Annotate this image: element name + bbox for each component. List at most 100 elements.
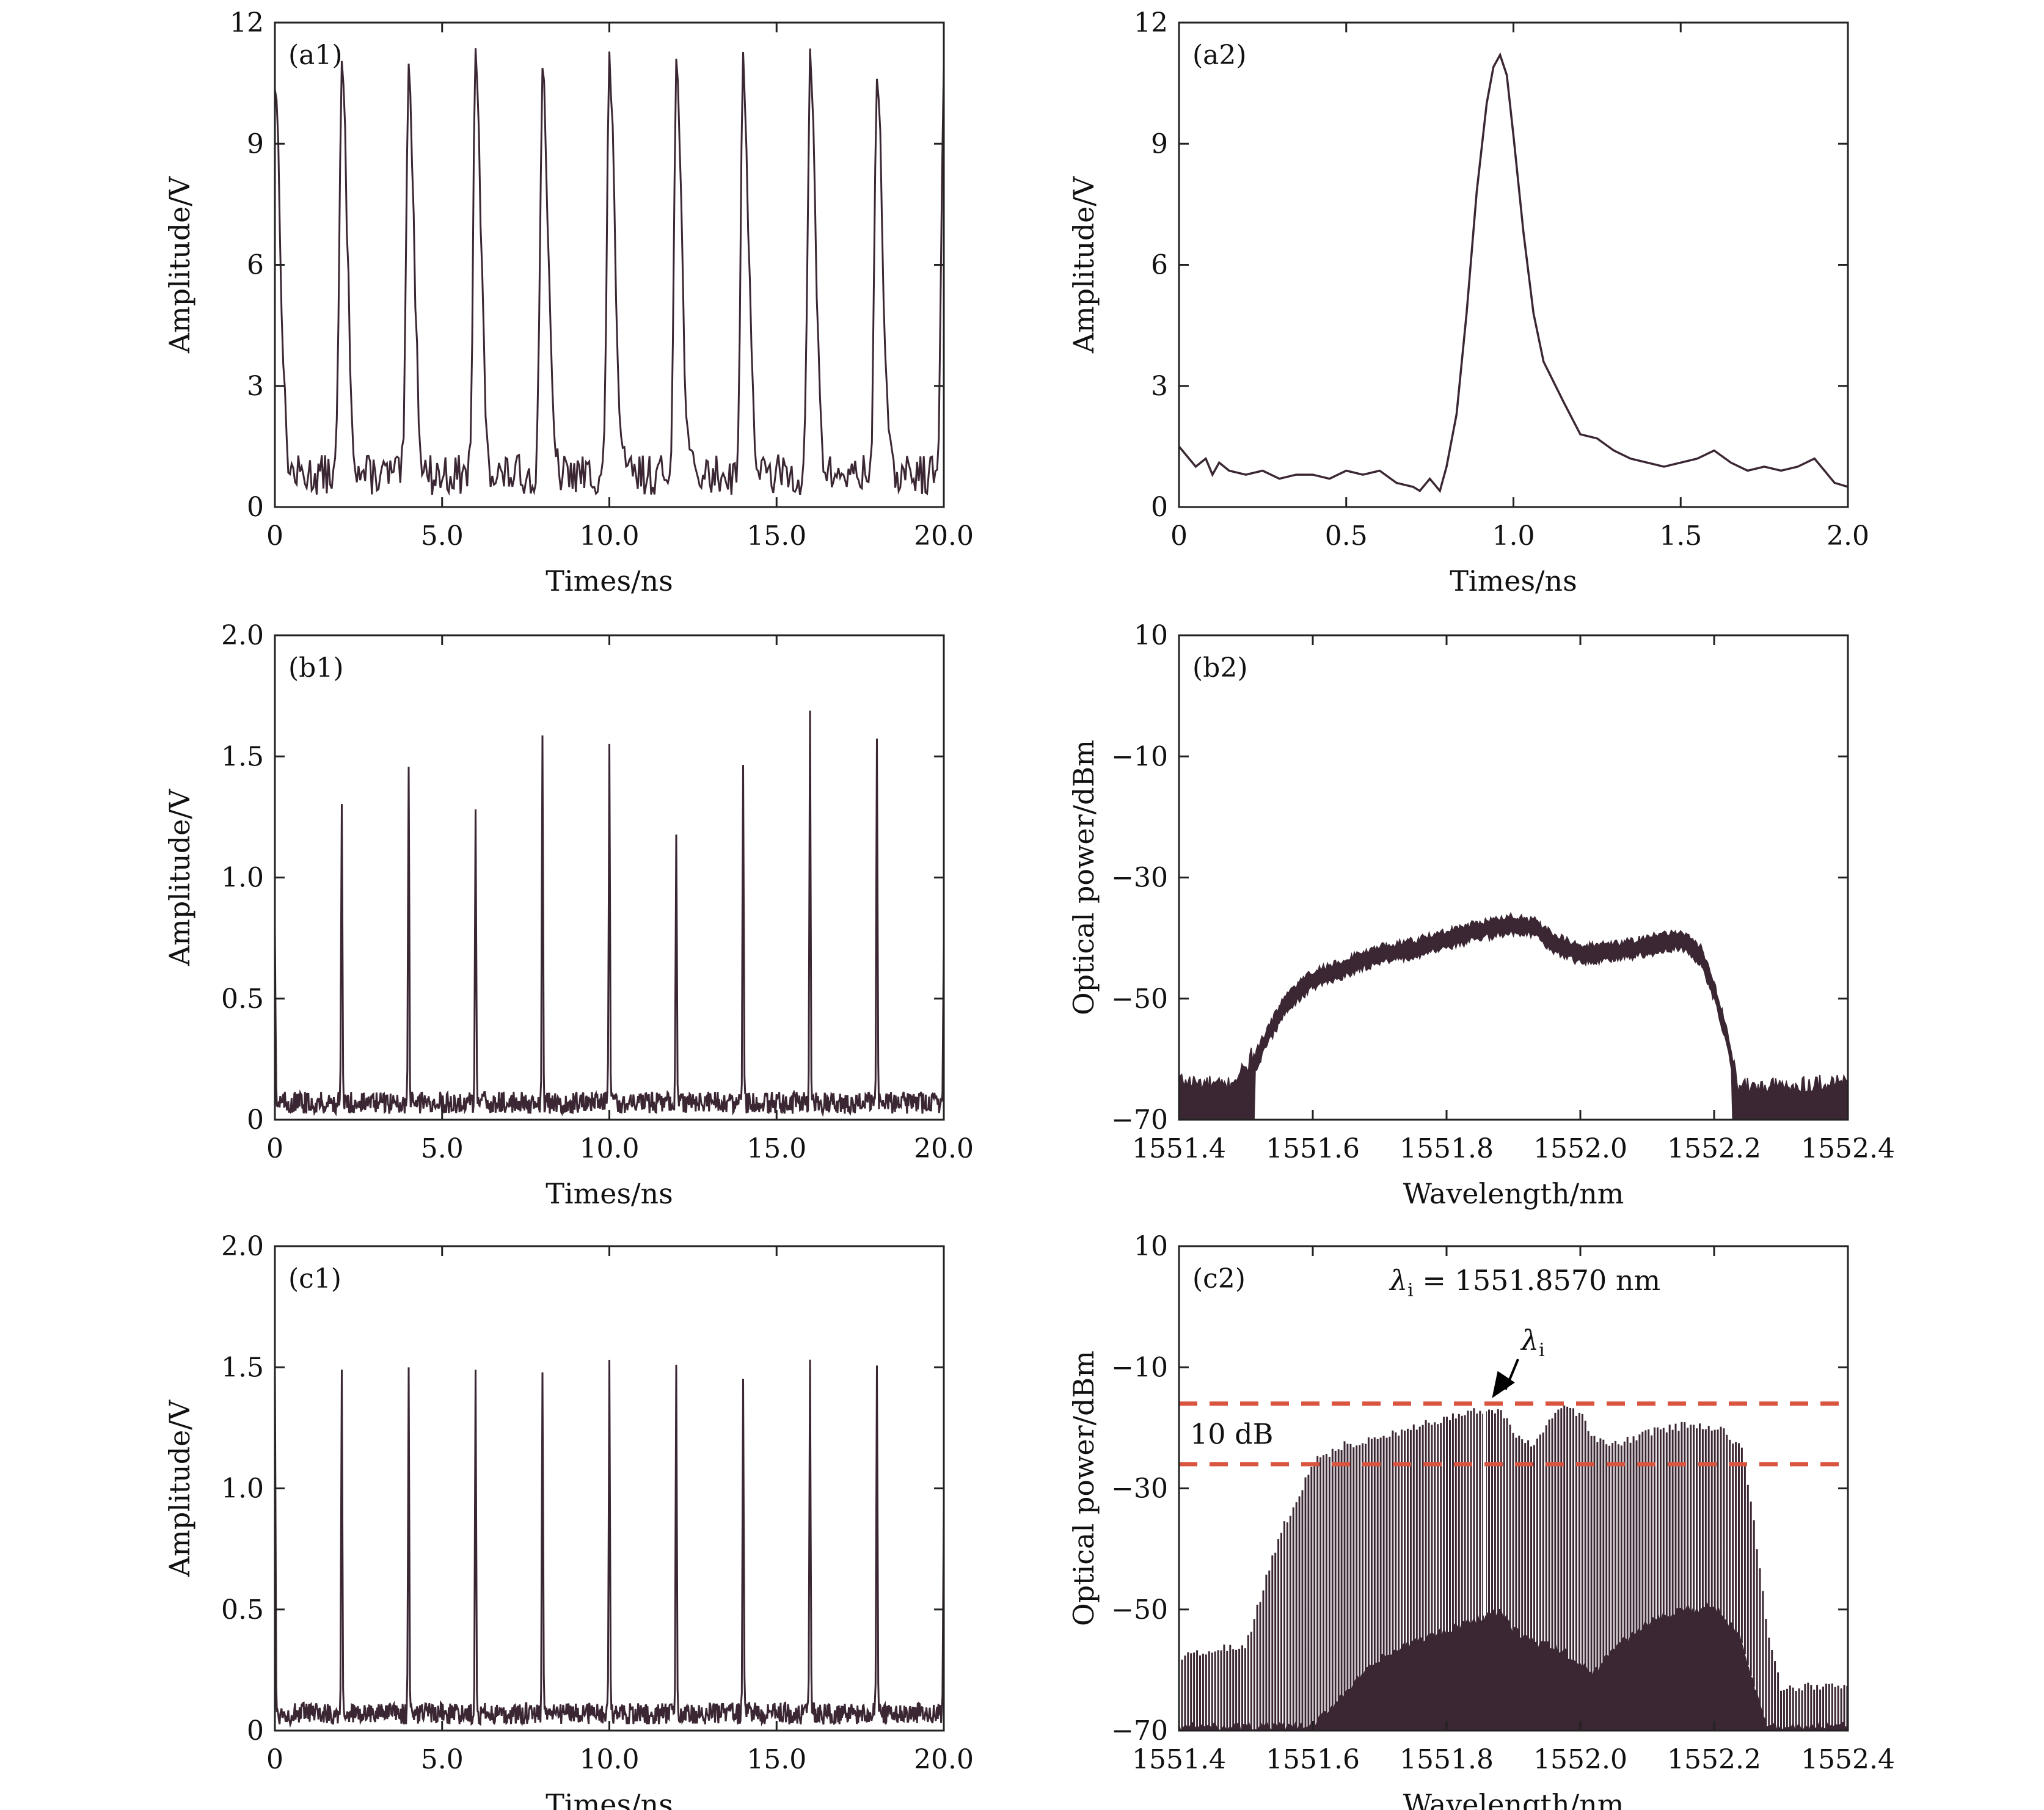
pulse-peak-a1-9 (876, 66, 878, 68)
x-tick-label: 0 (266, 1133, 283, 1164)
pulse-peak-b1-2 (407, 760, 410, 762)
trace-a2 (1179, 52, 1848, 494)
pulse-peak-a1-5 (608, 66, 611, 68)
pulse-peak-c1-6 (675, 1361, 677, 1363)
y-tick-label: −50 (1111, 983, 1168, 1015)
x-tick-label: 10.0 (580, 1744, 640, 1775)
panel-tag: (c1) (288, 1263, 341, 1294)
panel-tag: (b1) (288, 652, 344, 684)
x-tick-label: 1552.4 (1801, 1133, 1895, 1164)
x-tick-label: 1552.0 (1533, 1744, 1627, 1775)
pulse-peak-c1-2 (407, 1368, 410, 1371)
y-tick-label: 10 (1134, 1231, 1168, 1262)
y-tick-label: 3 (1151, 371, 1168, 402)
panel-c2: 1551.4 1551.6 1551.8 1552.0 1552.2 1552.4 −70 −… (1067, 1231, 1895, 1810)
ten-db-label: 10 dB (1190, 1417, 1273, 1450)
x-tick-label: 5.0 (421, 1133, 464, 1164)
pulse-peak-b1-6 (675, 833, 677, 835)
y-tick-label: 0 (247, 1715, 264, 1746)
x-tick-label: 1551.8 (1400, 1133, 1494, 1164)
x-axis-label: Wavelength/nm (1403, 1788, 1624, 1810)
y-tick-label: 2.0 (221, 620, 264, 651)
pulse-peak-a1-8 (809, 66, 811, 68)
plot-area-b2 (1179, 911, 1848, 1120)
x-tick-label: 1552.4 (1801, 1744, 1895, 1775)
lambda-subscript: i (1407, 1280, 1414, 1301)
x-axis-label: Times/ns (546, 1788, 673, 1810)
lambda-symbol: λ (1389, 1264, 1407, 1297)
pulse-peak-b1-1 (341, 801, 343, 804)
y-tick-label: 1.0 (221, 1473, 264, 1505)
spectrum-floor-c2 (1179, 1602, 1848, 1731)
pulse-peak-a1-2 (407, 74, 410, 76)
y-tick-label: −30 (1111, 1473, 1168, 1505)
panel-b1: 0 5.0 10.0 15.0 20.0 0 0.5 1.0 1.5 2.0 Times/ns Amp… (163, 620, 974, 1210)
y-tick-label: −70 (1111, 1104, 1168, 1136)
x-tick-label: 1552.2 (1667, 1744, 1761, 1775)
panel-a2: 0 0.5 1.0 1.5 2.0 0 3 6 9 12 Times/ns Amplitude/V (a… (1067, 7, 1869, 597)
plot-area-a2 (1179, 52, 1848, 494)
pulse-peak-b1-4 (541, 729, 544, 731)
x-tick-label: 1551.8 (1400, 1744, 1494, 1775)
y-tick-label: −10 (1111, 741, 1168, 772)
x-tick-label: 1.5 (1659, 520, 1702, 552)
x-axis-label: Wavelength/nm (1403, 1177, 1624, 1210)
y-tick-label: 9 (1151, 128, 1168, 159)
y-tick-label: −70 (1111, 1715, 1168, 1746)
y-tick-label: 12 (1134, 7, 1168, 38)
x-tick-label: 5.0 (421, 520, 464, 552)
panel-b2: 1551.4 1551.6 1551.8 1552.0 1552.2 1552.4 −70 −… (1067, 620, 1895, 1210)
y-axis-label: Optical power/dBm (1067, 740, 1100, 1015)
trace-b1 (275, 710, 944, 1117)
y-tick-label: 0 (1151, 492, 1168, 523)
x-tick-label: 15.0 (746, 1744, 806, 1775)
plot-area-c1 (275, 1359, 944, 1728)
pulse-peak-a1-7 (742, 66, 745, 68)
x-tick-label: 2.0 (1827, 520, 1869, 552)
pulse-peak-b1-9 (876, 729, 878, 731)
arrow-head (1492, 1371, 1515, 1398)
y-axis-label: Amplitude/V (163, 1399, 196, 1577)
panel-tag: (a1) (288, 40, 343, 71)
y-tick-label: −50 (1111, 1594, 1168, 1626)
arrow-lambda-symbol: λ (1520, 1324, 1539, 1357)
y-tick-label: 10 (1134, 620, 1168, 651)
y-tick-label: −30 (1111, 863, 1168, 894)
y-tick-label: 1.5 (221, 741, 264, 772)
y-tick-label: 6 (1151, 250, 1168, 281)
y-tick-label: 1.0 (221, 863, 264, 894)
x-axis-label: Times/ns (546, 1177, 673, 1210)
pulse-peak-c1-7 (742, 1373, 745, 1376)
pulse-peak-c1-4 (541, 1361, 544, 1363)
x-tick-label: 0 (266, 520, 283, 552)
x-tick-label: 1551.4 (1132, 1744, 1226, 1775)
panel-tag: (a2) (1192, 40, 1247, 71)
pulse-peak-b1-5 (608, 736, 611, 739)
frame-a2 (1178, 21, 1849, 508)
spectrum-comb-c2 (1179, 1405, 1848, 1731)
x-tick-label: 15.0 (746, 520, 806, 552)
pulse-peak-a1-4 (541, 66, 544, 68)
pulse-peak-c1-3 (475, 1363, 477, 1366)
y-axis-label: Amplitude/V (163, 176, 196, 354)
x-tick-label: 1551.6 (1266, 1133, 1360, 1164)
x-tick-label: 0 (266, 1744, 283, 1775)
y-axis-label: Amplitude/V (1067, 176, 1100, 354)
x-tick-label: 15.0 (746, 1133, 806, 1164)
y-tick-label: 0.5 (221, 1594, 264, 1626)
y-axis-label: Optical power/dBm (1067, 1351, 1100, 1626)
x-tick-label: 20.0 (914, 1133, 974, 1164)
plot-area-b1 (275, 710, 944, 1117)
x-tick-label: 1551.6 (1266, 1744, 1360, 1775)
y-tick-label: 0 (247, 1104, 264, 1136)
pulse-peak-c1-9 (876, 1361, 878, 1363)
y-tick-label: 3 (247, 371, 264, 402)
y-tick-label: 12 (230, 7, 264, 38)
x-axis-label: Times/ns (1450, 564, 1577, 597)
lambda-equation: λi = 1551.8570 nm (1389, 1264, 1660, 1301)
lambda-arrow-label: λi (1520, 1324, 1545, 1361)
plot-area-a1 (275, 48, 944, 496)
y-tick-label: 2.0 (221, 1231, 264, 1262)
y-tick-label: 1.5 (221, 1352, 264, 1383)
